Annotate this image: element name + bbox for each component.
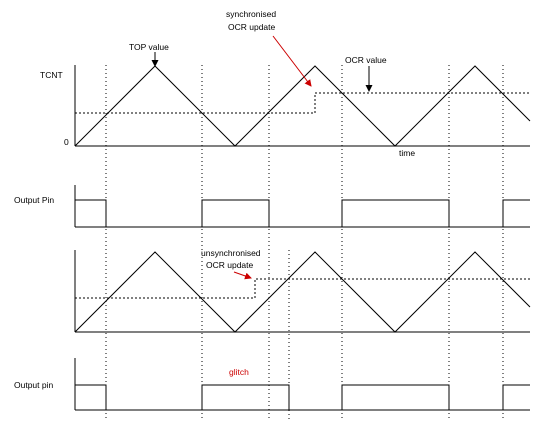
sync-update-label-line2: OCR update	[228, 22, 276, 32]
sync-update-arrow	[272, 35, 312, 87]
output-pin-waveform-unsync	[75, 384, 530, 411]
output-pin-label: Output Pin	[14, 195, 54, 205]
time-axis-label: time	[399, 148, 415, 158]
unsync-update-label-line2: OCR update	[206, 260, 254, 270]
tcnt-sawtooth-unsync	[74, 251, 531, 333]
unsync-update-label-line1: unsynchronised	[201, 248, 261, 258]
tcnt-sawtooth-sync	[74, 65, 531, 147]
output-pin-waveform-sync	[75, 199, 530, 228]
output-pin-panel-synchronised: Output Pin	[14, 185, 530, 228]
ocr-value-label: OCR value	[345, 55, 387, 65]
reference-gridlines	[105, 65, 504, 420]
top-value-label: TOP value	[129, 42, 169, 52]
output-pin-unsync-label: Output pin	[14, 380, 53, 390]
tcnt-panel-unsynchronised: unsynchronised OCR update	[74, 248, 531, 333]
ocr-level-sync	[75, 92, 530, 114]
ocr-level-unsync	[75, 278, 530, 299]
unsync-update-arrow	[233, 271, 252, 280]
tcnt-axis-label: TCNT	[40, 70, 63, 80]
zero-label: 0	[64, 137, 69, 147]
glitch-label: glitch	[229, 367, 249, 377]
output-pin-panel-unsynchronised: Output pin glitch	[14, 358, 530, 411]
sync-update-label-line1: synchronised	[226, 9, 276, 19]
tcnt-panel-synchronised: TCNT 0 TOP value synchronised OCR update…	[40, 9, 531, 158]
